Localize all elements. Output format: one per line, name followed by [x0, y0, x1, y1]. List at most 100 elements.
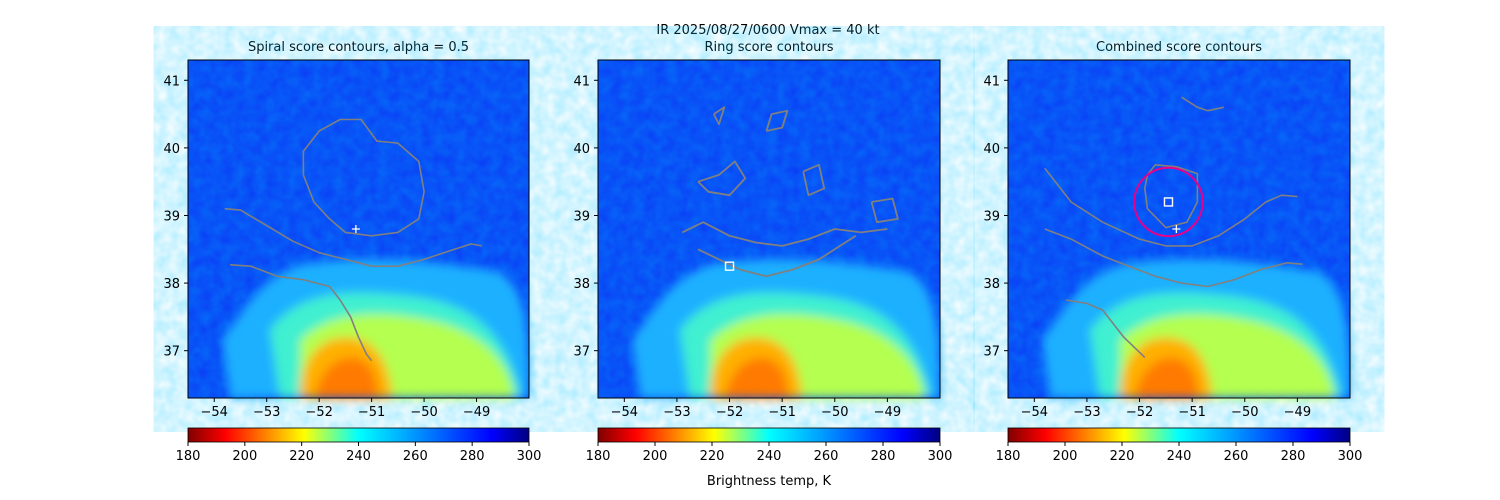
panel2-colorbar-tick-label: 240 — [757, 449, 782, 464]
panel3-y-axis: 37 38 39 40 41 — [983, 74, 1008, 360]
panel2-heatmap — [598, 60, 940, 398]
panel1-x-tick-label: −52 — [305, 405, 332, 420]
panel1-markers — [351, 225, 360, 233]
panel1-colorbar-tick-label: 220 — [289, 449, 314, 464]
panel2-markers — [724, 261, 735, 271]
panel2-y-tick-label: 40 — [573, 142, 590, 157]
panel1-x-axis: −54 −53 −52 −51 −50 −49 — [201, 398, 490, 420]
panel2-contour-5 — [870, 197, 899, 224]
panel3-x-tick-label: −53 — [1073, 405, 1100, 420]
panel1-colorbar-tick-label: 300 — [517, 449, 542, 464]
panel2-y-tick-label: 37 — [573, 345, 590, 360]
panel3-y-tick-label: 41 — [983, 74, 1000, 89]
panel1-colorbar-tick-label: 280 — [460, 449, 485, 464]
panel2-x-tick-label: −52 — [716, 405, 743, 420]
panel3-y-tick-label: 37 — [983, 345, 1000, 360]
panel1-plus-marker — [351, 225, 360, 233]
panel1-frame — [187, 59, 530, 399]
panel1-y-tick-label: 38 — [163, 277, 180, 292]
panel3-x-tick-label: −52 — [1126, 405, 1153, 420]
panel2-x-tick-label: −50 — [821, 405, 848, 420]
panel3-colorbar-tick-label: 200 — [1053, 449, 1078, 464]
panel1-y-tick-label: 39 — [163, 209, 180, 224]
panel1-colorbar-tick-label: 200 — [232, 449, 257, 464]
panel2-contour-2 — [697, 160, 747, 197]
panel1-contour-0 — [302, 118, 425, 237]
panel3-x-axis: −54 −53 −52 −51 −50 −49 — [1021, 398, 1311, 420]
panel1-x-tick-label: −51 — [358, 405, 385, 420]
panel2-y-tick-label: 38 — [573, 277, 590, 292]
panel2-colorbar-bar — [597, 427, 941, 443]
panel1-colorbar-tick-label: 180 — [176, 449, 201, 464]
panel3-contour-4 — [1065, 299, 1146, 358]
panel2-colorbar: 180 200 220 240 260 280 300 — [586, 427, 953, 464]
panel2-colorbar-tick-label: 300 — [928, 449, 953, 464]
panel1-colorbar-tick-label: 260 — [403, 449, 428, 464]
panel1-colorbar-tick-label: 240 — [346, 449, 371, 464]
panel3-square-marker — [1163, 197, 1174, 207]
panel3-colorbar-tick-label: 300 — [1338, 449, 1363, 464]
panel2-y-tick-label: 39 — [573, 209, 590, 224]
panel3-center-circle — [1133, 166, 1204, 238]
panel1-colorbar-bar — [187, 427, 530, 443]
panel3-x-tick-label: −54 — [1021, 405, 1048, 420]
panel3-colorbar-tick-label: 180 — [996, 449, 1021, 464]
panel1-y-axis: 37 38 39 40 41 — [163, 74, 188, 360]
panel3-y-tick-label: 38 — [983, 277, 1000, 292]
panel2-contour-3 — [765, 109, 789, 132]
panel2-colorbar-tick-label: 180 — [586, 449, 611, 464]
figure-suptitle: IR 2025/08/27/0600 Vmax = 40 kt — [0, 23, 1500, 38]
panel2-y-axis: 37 38 39 40 41 — [573, 74, 598, 360]
panel2-colorbar-tick-label: 260 — [814, 449, 839, 464]
panel2-square-marker — [724, 261, 735, 271]
panel3-colorbar-tick-label: 220 — [1110, 449, 1135, 464]
panel3-plus-marker — [1172, 225, 1181, 233]
panel2-x-axis: −54 −53 −52 −51 −50 −49 — [611, 398, 901, 420]
panel1-contour-2 — [229, 264, 373, 362]
panel1-title: Spiral score contours, alpha = 0.5 — [248, 40, 469, 55]
panel1-y-tick-label: 37 — [163, 345, 180, 360]
panel2-x-tick-label: −51 — [768, 405, 795, 420]
suptitle-line1: IR 2025/08/27/0600 Vmax = 40 kt — [656, 23, 880, 38]
panel3-title: Combined score contours — [1096, 40, 1262, 55]
panel1-x-tick-label: −54 — [201, 405, 228, 420]
panel3-x-tick-label: −50 — [1231, 405, 1258, 420]
panel3-colorbar: 180 200 220 240 260 280 300 — [996, 427, 1363, 464]
panel3-frame — [1007, 59, 1351, 399]
panel2-colorbar-tick-label: 200 — [643, 449, 668, 464]
panel3-x-tick-label: −49 — [1284, 405, 1311, 420]
panel1-y-tick-label: 40 — [163, 142, 180, 157]
panel3-colorbar-tick-label: 260 — [1224, 449, 1249, 464]
panel2-colorbar-tick-label: 220 — [700, 449, 725, 464]
panel2-contour-4 — [712, 106, 726, 126]
panel3-heatmap — [1008, 60, 1350, 398]
panel1-contour-1 — [224, 207, 482, 267]
panel2-x-tick-label: −49 — [874, 405, 901, 420]
panel2-contour-6 — [802, 163, 826, 197]
panel3-colorbar-tick-label: 280 — [1281, 449, 1306, 464]
panel-combined: Combined score contours −54 −53 −52 −51 −50−… — [983, 40, 1362, 464]
panel3-x-tick-label: −51 — [1178, 405, 1205, 420]
panel-spiral: Spiral score contours, alpha = 0.5 −54 −5… — [163, 40, 541, 464]
panel2-x-tick-label: −53 — [663, 405, 690, 420]
panel3-y-tick-label: 40 — [983, 142, 1000, 157]
panel3-contour-2 — [1044, 167, 1298, 247]
panel3-markers — [1163, 197, 1181, 233]
panel1-x-tick-label: −53 — [253, 405, 280, 420]
panel3-colorbar-tick-label: 240 — [1167, 449, 1192, 464]
panel3-contour-1 — [1144, 164, 1199, 229]
panel2-y-tick-label: 41 — [573, 74, 590, 89]
panel2-frame — [597, 59, 941, 399]
panel2-contour-0 — [681, 221, 888, 247]
panel1-colorbar: 180 200 220 240 260 280 300 — [176, 427, 542, 464]
panel3-contours — [1044, 96, 1303, 358]
panel2-x-tick-label: −54 — [611, 405, 638, 420]
panel3-contour-0 — [1181, 96, 1224, 112]
panel3-colorbar-bar — [1007, 427, 1351, 443]
panel1-x-tick-label: −50 — [410, 405, 437, 420]
panel2-contour-1 — [697, 235, 857, 278]
panel2-colorbar-tick-label: 280 — [871, 449, 896, 464]
panel-ring: Ring score contours −54 −53 −52 −51 −50 −49 3… — [573, 40, 952, 489]
panel3-y-tick-label: 39 — [983, 209, 1000, 224]
